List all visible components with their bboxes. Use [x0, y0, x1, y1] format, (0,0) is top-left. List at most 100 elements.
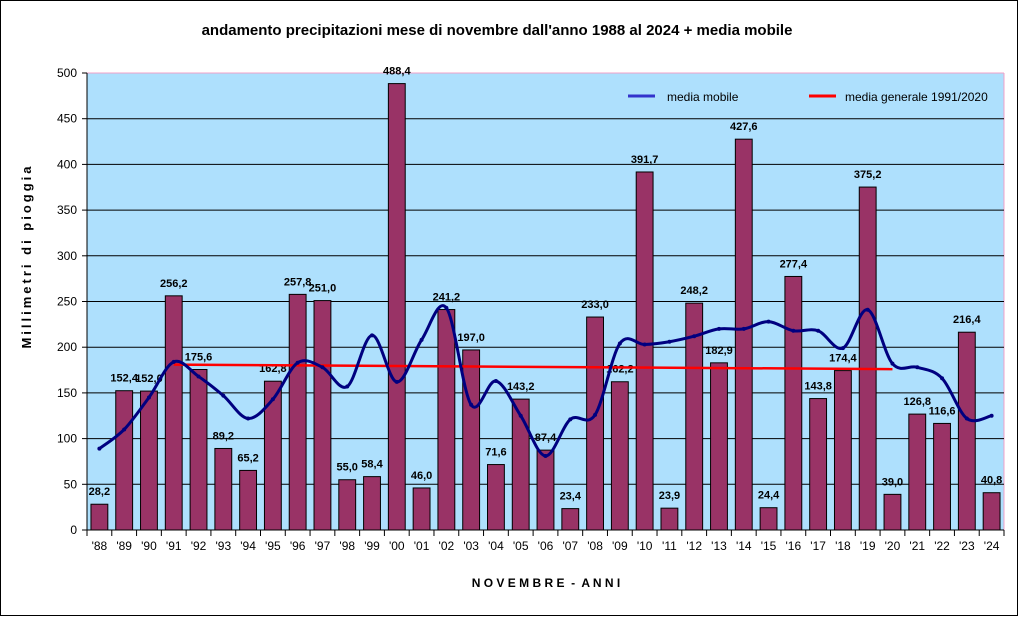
media-mobile-point: [419, 337, 424, 342]
media-mobile-point: [642, 342, 647, 347]
x-axis-label: N O V E M B R E - A N N I: [472, 576, 620, 590]
bar-19: [858, 186, 877, 531]
x-tick-label: '00: [389, 539, 405, 553]
y-tick-label: 350: [57, 203, 77, 217]
chart-title: andamento precipitazioni mese di novembr…: [202, 22, 793, 39]
bar-97: [313, 300, 332, 531]
bar-91: [164, 295, 183, 531]
legend-label-media-generale: media generale 1991/2020: [845, 90, 988, 104]
y-tick-label: 300: [57, 249, 77, 263]
media-mobile-point: [146, 395, 151, 400]
bar-03: [462, 349, 481, 531]
bar-09: [610, 381, 629, 531]
x-tick-label: '10: [637, 539, 653, 553]
x-tick-label: '22: [934, 539, 950, 553]
x-tick-label: '92: [191, 539, 207, 553]
x-tick-label: '23: [959, 539, 975, 553]
x-tick-label: '16: [786, 539, 802, 553]
data-label: 251,0: [309, 283, 337, 295]
media-mobile-point: [741, 326, 746, 331]
data-label: 248,2: [680, 285, 708, 297]
y-tick-label: 50: [64, 477, 78, 491]
data-label: 143,8: [804, 381, 832, 393]
plot-area: 0 50 100 150 200 250 300 350 400 450 500 28,2 '88 152…: [57, 66, 1005, 553]
x-tick-label: '14: [736, 539, 752, 553]
data-label: 427,6: [730, 121, 758, 133]
media-mobile-point: [890, 361, 895, 366]
data-label: 182,9: [705, 345, 733, 357]
bar-10: [635, 171, 654, 531]
media-mobile-point: [246, 416, 251, 421]
bar-21: [908, 413, 927, 531]
x-tick-label: '96: [290, 539, 306, 553]
media-mobile-point: [543, 453, 548, 458]
media-mobile-point: [766, 319, 771, 324]
bar-11: [660, 507, 679, 531]
y-tick-label: 150: [57, 386, 77, 400]
bar-17: [809, 398, 828, 531]
x-tick-label: '94: [240, 539, 256, 553]
x-tick-label: '88: [92, 539, 108, 553]
media-mobile-point: [370, 333, 375, 338]
bar-07: [561, 508, 580, 531]
x-tick-label: '19: [860, 539, 876, 553]
x-tick-label: '98: [339, 539, 355, 553]
media-mobile-point: [469, 402, 474, 407]
x-tick-label: '17: [810, 539, 826, 553]
x-tick-label: '89: [116, 539, 132, 553]
media-mobile-point: [791, 328, 796, 333]
legend-label-media-mobile: media mobile: [667, 90, 739, 104]
y-tick-label: 450: [57, 112, 77, 126]
data-label: 58,4: [361, 459, 383, 471]
x-tick-label: '11: [662, 539, 677, 553]
data-label: 55,0: [337, 462, 358, 474]
media-mobile-point: [196, 374, 201, 379]
media-mobile-point: [865, 307, 870, 312]
x-tick-label: '97: [315, 539, 331, 553]
data-label: 375,2: [854, 169, 882, 181]
data-label: 175,6: [185, 352, 213, 364]
media-mobile-point: [692, 334, 697, 339]
y-tick-label: 100: [57, 432, 77, 446]
bar-99: [363, 476, 381, 531]
data-label: 71,6: [485, 447, 506, 459]
x-tick-label: '07: [562, 539, 578, 553]
x-tick-label: '08: [587, 539, 603, 553]
data-label: 24,4: [758, 490, 780, 502]
x-tick-label: '99: [364, 539, 380, 553]
media-mobile-point: [940, 376, 945, 381]
bar-14: [734, 138, 753, 531]
data-label: 89,2: [213, 430, 234, 442]
y-axis-label: Millimetri di pioggia: [19, 163, 34, 348]
data-label: 28,2: [89, 486, 110, 498]
bar-95: [263, 380, 282, 531]
bar-08: [586, 316, 604, 531]
media-mobile-point: [345, 384, 350, 389]
data-label: 488,4: [383, 66, 411, 78]
data-label: 277,4: [780, 258, 808, 270]
bar-13: [710, 362, 728, 531]
bar-22: [933, 422, 951, 531]
data-label: 46,0: [411, 470, 432, 482]
media-mobile-point: [97, 446, 102, 451]
data-label: 116,6: [929, 405, 956, 417]
y-tick-label: 250: [57, 295, 77, 309]
bar-16: [784, 275, 803, 531]
x-tick-label: '15: [761, 539, 777, 553]
data-label: 23,9: [659, 490, 680, 502]
media-mobile-point: [568, 417, 573, 422]
media-mobile-point: [989, 413, 994, 418]
media-mobile-point: [593, 412, 598, 417]
x-tick-label: '90: [141, 539, 157, 553]
bar-90: [140, 390, 158, 531]
x-tick-label: '91: [166, 539, 182, 553]
bar-15: [759, 507, 778, 531]
media-mobile-point: [171, 359, 176, 364]
media-mobile-point: [964, 416, 969, 421]
y-tick-label: 500: [57, 66, 77, 80]
bar-24: [982, 492, 1001, 531]
bar-18: [833, 370, 852, 531]
bar-23: [957, 331, 976, 531]
data-label: 152,4: [110, 373, 138, 385]
media-mobile-point: [444, 305, 449, 310]
